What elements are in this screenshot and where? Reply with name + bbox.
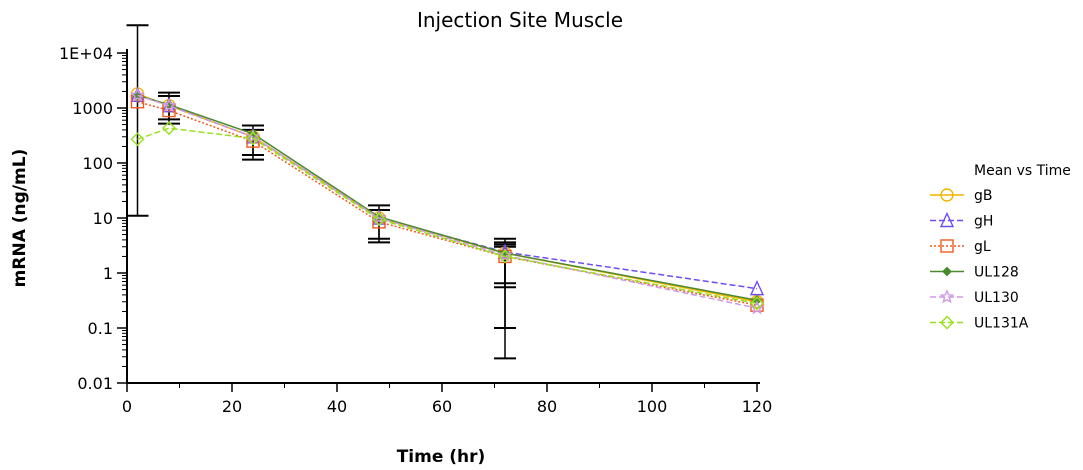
series-line-gh [137, 94, 758, 290]
y-tick-label: 0.1 [88, 319, 113, 338]
x-tick-label: 80 [537, 397, 557, 416]
y-tick-label: 10 [93, 209, 113, 228]
legend-label-gb: gB [974, 188, 993, 204]
data-point-ul130 [130, 87, 145, 102]
data-point-ul131a [246, 131, 260, 146]
x-tick-label: 40 [327, 397, 347, 416]
x-tick-label: 0 [122, 397, 132, 416]
plot-area [126, 24, 765, 360]
legend-item-ul131a: UL131A [930, 316, 1029, 332]
series-line-ul128 [137, 94, 758, 301]
legend-title: Mean vs Time [974, 163, 1071, 179]
x-tick-label: 60 [432, 397, 452, 416]
y-tick-label: 1 [103, 264, 113, 283]
legend-item-ul130: UL130 [930, 289, 1019, 306]
chart-title: Injection Site Muscle [417, 8, 623, 32]
data-point-ul131a [130, 132, 145, 147]
legend-marker-gb [940, 188, 954, 202]
axes: 0 20 40 60 80 100 120 0.01 0.1 1 10 100 1000 1E+04 [59, 44, 772, 416]
x-axis-label: Time (hr) [397, 447, 486, 467]
y-tick-label: 0.01 [77, 374, 113, 393]
legend-marker-ul131a [940, 315, 954, 330]
y-tick-label: 100 [82, 154, 113, 173]
y-axis-label: mRNA (ng/mL) [10, 149, 30, 288]
data-point-ul131a [750, 296, 764, 311]
series-line-gb [137, 93, 758, 303]
data-point-ul131a [162, 121, 176, 136]
legend-label-ul128: UL128 [974, 265, 1019, 281]
data-point-gh [749, 279, 765, 296]
legend-marker-ul128 [942, 266, 952, 277]
legend-marker-gl [940, 239, 954, 253]
legend-marker-ul130 [939, 289, 955, 304]
legend-item-gb: gB [930, 188, 993, 204]
series-line-ul131a [137, 127, 758, 305]
y-tick-label: 1E+04 [59, 44, 113, 63]
data-point-ul130 [749, 300, 765, 315]
legend: Mean vs Time gB gH gL UL128 UL130 UL131A [930, 163, 1071, 332]
x-tick-label: 20 [222, 397, 242, 416]
legend-label-gl: gL [974, 239, 991, 255]
legend-item-gl: gL [930, 239, 991, 255]
data-point-ul131a [372, 212, 386, 227]
data-point-ul131a [498, 249, 512, 264]
x-tick-label: 100 [637, 397, 668, 416]
x-tick-label: 120 [742, 397, 773, 416]
legend-label-ul131a: UL131A [974, 316, 1029, 332]
legend-item-ul128: UL128 [930, 265, 1019, 281]
legend-label-ul130: UL130 [974, 290, 1019, 306]
y-tick-label: 1000 [72, 99, 113, 118]
series-line-ul130 [137, 94, 758, 309]
legend-item-gh: gH [930, 211, 993, 230]
data-point-ul130 [497, 247, 513, 262]
data-point-ul130 [161, 97, 177, 113]
legend-marker-gh [939, 211, 955, 228]
data-point-ul130 [245, 128, 261, 144]
legend-label-gh: gH [974, 214, 993, 230]
